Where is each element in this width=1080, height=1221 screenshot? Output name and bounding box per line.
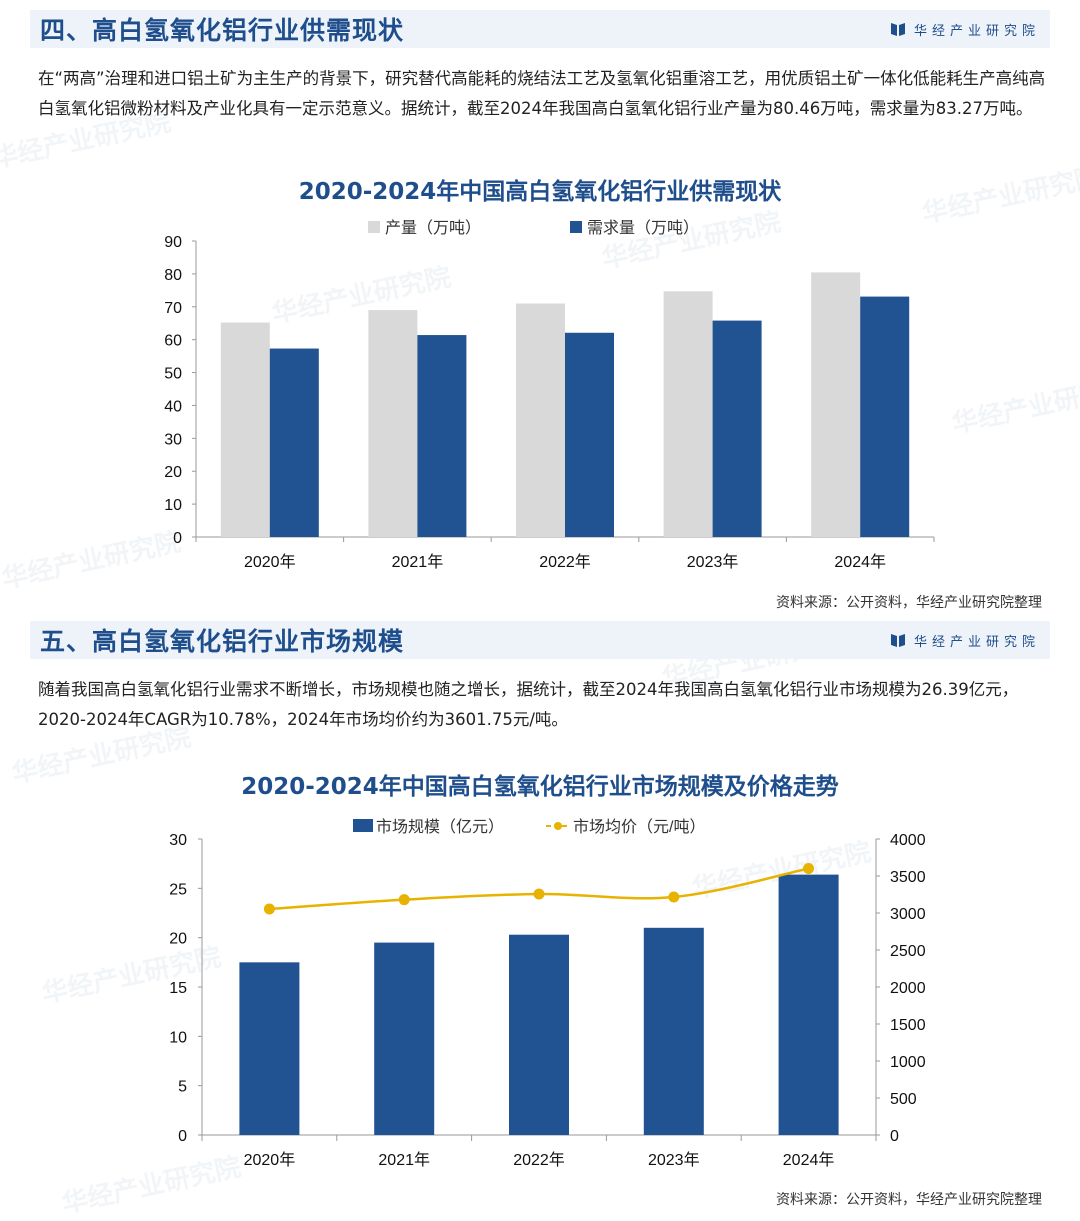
brand-logo: 华经产业研究院 [890,631,1040,650]
legend-swatch [570,221,582,233]
legend-label: 市场均价（元/吨） [573,818,705,836]
y-tick-label-right: 1500 [890,1017,926,1034]
chart-legend: 市场规模（亿元） 市场均价（元/吨） [353,818,705,836]
x-tick-label: 2024年 [834,553,886,571]
legend-swatch [368,221,380,233]
bar [239,962,300,1135]
bar [860,296,910,537]
price-marker [668,891,680,903]
legend-marker [554,822,562,830]
x-tick-label: 2022年 [513,1151,565,1169]
x-tick-label: 2023年 [648,1151,700,1169]
y-tick-label: 15 [169,980,187,997]
bar [516,303,565,537]
x-tick-label: 2020年 [244,1151,296,1169]
chart-title-market-size: 2020-2024年中国高白氢氧化铝行业市场规模及价格走势 [241,774,839,800]
brand-name: 华经产业研究院 [913,634,1040,650]
y-tick-label-right: 2500 [890,943,926,960]
bar [269,348,319,537]
bar [417,335,467,537]
y-tick-label-right: 2000 [890,980,926,997]
x-tick-label: 2020年 [244,553,296,571]
section-header-supply-demand: 四、高白氢氧化铝行业供需现状 华经产业研究院 [30,10,1050,48]
x-tick-label: 2021年 [392,553,444,571]
y-tick-label: 10 [164,497,182,514]
y-tick-label: 0 [178,1128,187,1145]
y-tick-label: 60 [164,333,182,350]
bar [374,942,435,1135]
bar [811,272,861,537]
y-tick-label: 10 [169,1029,187,1046]
x-tick-label: 2022年 [539,553,591,571]
book-logo-icon [890,23,905,36]
legend-swatch [353,819,373,832]
bar [778,874,839,1135]
source-note: 资料来源：公开资料，华经产业研究院整理 [776,1192,1042,1208]
y-tick-label: 30 [169,832,187,849]
price-marker [803,862,815,874]
source-note: 资料来源：公开资料，华经产业研究院整理 [776,595,1042,611]
y-tick-label: 0 [173,530,182,547]
bar-chart-supply-demand: 产量（万吨） 需求量（万吨） 0 10 20 30 40 50 60 70 80 90 2020年 202… [164,219,935,571]
y-tick-label: 90 [164,234,182,251]
y-tick-label-right: 1000 [890,1054,926,1071]
chart-legend: 产量（万吨） 需求量（万吨） [368,219,699,237]
book-logo-icon [890,634,905,647]
section-title: 四、高白氢氧化铝行业供需现状 [40,16,405,45]
bar [565,332,614,537]
bar [220,322,270,537]
y-tick-label: 20 [164,464,182,481]
combo-chart-market-size-price: 市场规模（亿元） 市场均价（元/吨） 0 5 10 15 20 25 30 0 500 1000 150… [169,818,926,1169]
y-tick-label: 70 [164,300,182,317]
chart-title-supply-demand: 2020-2024年中国高白氢氧化铝行业供需现状 [298,179,782,205]
x-tick-label: 2021年 [378,1151,430,1169]
price-marker [533,888,545,900]
y-tick-label: 50 [164,366,182,383]
y-tick-label-right: 3000 [890,906,926,923]
y-tick-label-right: 0 [890,1128,899,1145]
bar [663,291,713,537]
x-tick-label: 2024年 [783,1151,835,1169]
brand-logo: 华经产业研究院 [890,20,1040,39]
y-tick-label: 30 [164,431,182,448]
y-tick-label: 40 [164,398,182,415]
paragraph-supply-demand: 在“两高”治理和进口铝土矿为主生产的背景下，研究替代高能耗的烧结法工艺及氢氧化铝… [38,69,1046,118]
bar [643,927,704,1135]
legend-label: 需求量（万吨） [587,219,699,237]
price-marker [263,903,275,915]
y-tick-label-right: 3500 [890,869,926,886]
x-tick-label: 2023年 [687,553,739,571]
y-tick-label-right: 500 [890,1091,917,1108]
paragraph-market-size: 随着我国高白氢氧化铝行业需求不断增长，市场规模也随之增长，据统计，截至2024年… [38,680,1019,729]
y-tick-label: 5 [178,1079,187,1096]
y-tick-label: 20 [169,931,187,948]
section-title: 五、高白氢氧化铝行业市场规模 [40,627,405,656]
section-header-market-size: 五、高白氢氧化铝行业市场规模 华经产业研究院 [30,621,1050,659]
bar [368,310,418,537]
y-tick-label-right: 4000 [890,832,926,849]
bar [509,934,569,1135]
price-marker [398,894,410,906]
y-tick-label: 80 [164,267,182,284]
y-tick-label: 25 [169,881,187,898]
brand-name: 华经产业研究院 [913,23,1040,39]
bar [712,320,762,537]
legend-label: 市场规模（亿元） [376,818,504,836]
legend-label: 产量（万吨） [385,219,481,237]
